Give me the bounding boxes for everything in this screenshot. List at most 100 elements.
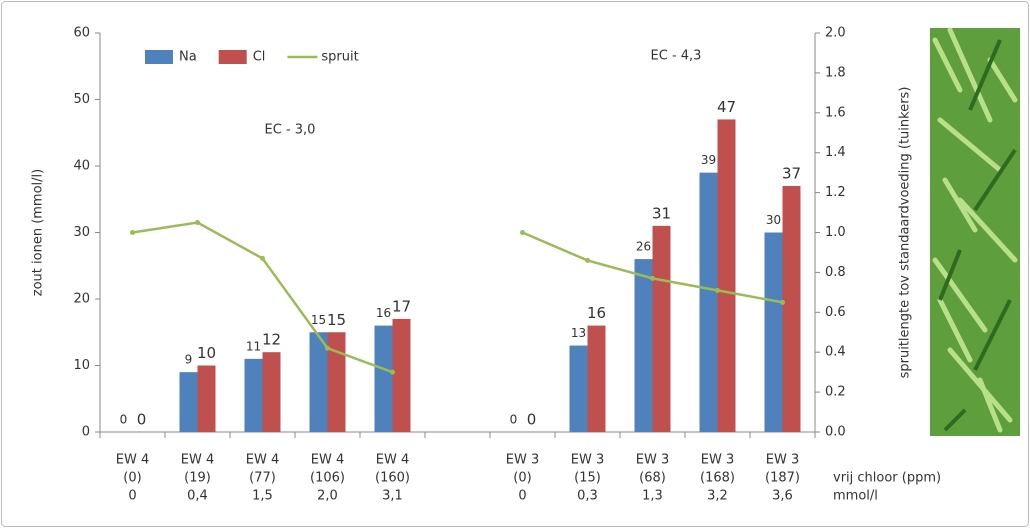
- x-tick-label: 3,6: [772, 489, 793, 504]
- y2-axis-title: spruitlengte tov standaardvoeding (tuink…: [898, 87, 913, 379]
- data-label: 11: [246, 339, 261, 353]
- bar: [392, 318, 411, 432]
- data-label: 47: [717, 98, 736, 116]
- y-tick-label: 50: [73, 92, 90, 107]
- annotation: EC - 3,0: [265, 123, 316, 138]
- y2-tick-label: 1.8: [825, 65, 846, 80]
- legend-swatch: [145, 50, 173, 64]
- annotation: EC - 4,3: [651, 49, 702, 64]
- y-tick-label: 30: [73, 225, 90, 240]
- data-label: 0: [137, 411, 147, 429]
- x-tick-label: 0: [518, 489, 526, 504]
- bar: [652, 225, 671, 432]
- legend-label: spruit: [321, 50, 358, 65]
- bar: [244, 358, 263, 432]
- x-tick-label: 2,0: [317, 489, 338, 504]
- x-tick-label: EW 3: [636, 453, 669, 468]
- line-point: [390, 369, 395, 375]
- x-tick-label: EW 3: [506, 453, 539, 468]
- x-tick-label: EW 3: [766, 453, 799, 468]
- x-tick-label: (187): [765, 471, 800, 486]
- bar: [309, 332, 328, 432]
- y2-tick-label: 1.6: [825, 105, 846, 120]
- data-label: 0: [510, 413, 518, 427]
- x-tick-label: (77): [249, 471, 276, 486]
- y2-tick-label: 1.4: [825, 145, 846, 160]
- y2-tick-label: 1.0: [825, 225, 846, 240]
- line-point: [260, 255, 265, 261]
- x-tick-label: (168): [700, 471, 735, 486]
- data-label: 26: [636, 240, 651, 254]
- bar: [699, 172, 718, 432]
- data-label: 17: [392, 297, 411, 315]
- data-label: 13: [571, 326, 586, 340]
- x-tick-label: EW 4: [116, 453, 149, 468]
- x-tick-label: EW 4: [246, 453, 279, 468]
- x-tick-label: 0: [128, 489, 136, 504]
- y2-tick-label: 0.2: [825, 385, 846, 400]
- data-label: 39: [701, 153, 716, 167]
- bar: [179, 372, 198, 432]
- y2-tick-label: 0.8: [825, 265, 846, 280]
- data-label: 9: [185, 353, 193, 367]
- line-point: [780, 299, 785, 305]
- y2-tick-label: 1.2: [825, 185, 846, 200]
- y2-tick-label: 0.4: [825, 345, 846, 360]
- data-label: 15: [327, 311, 346, 329]
- y-tick-label: 10: [73, 358, 90, 373]
- x-tick-label: EW 3: [571, 453, 604, 468]
- line-point: [585, 257, 590, 263]
- y-tick-label: 40: [73, 159, 90, 174]
- bar: [262, 352, 281, 432]
- x-tick-label: 3,1: [382, 489, 403, 504]
- x-tick-label: EW 4: [376, 453, 409, 468]
- line-point: [520, 230, 525, 235]
- x-tick-label: EW 4: [311, 453, 344, 468]
- bar: [327, 332, 346, 432]
- x-tick-label: (15): [574, 471, 601, 486]
- legend-label: Cl: [253, 50, 266, 65]
- x-tick-label: (0): [513, 471, 531, 486]
- x-tick-label: (0): [123, 471, 141, 486]
- x-tick-label: 1,3: [642, 489, 663, 504]
- data-label: 10: [197, 344, 216, 362]
- x-axis-title: mmol/l: [833, 489, 878, 504]
- line-point: [130, 230, 135, 235]
- y-tick-label: 60: [73, 26, 90, 41]
- photo: [930, 27, 1020, 436]
- y2-tick-label: 0.6: [825, 305, 846, 320]
- bar: [717, 119, 736, 432]
- line-point: [195, 220, 200, 226]
- x-tick-label: EW 4: [181, 453, 214, 468]
- x-tick-label: EW 3: [701, 453, 734, 468]
- line-point: [650, 275, 655, 281]
- data-label: 15: [311, 313, 326, 327]
- data-label: 30: [766, 213, 781, 227]
- bar: [764, 232, 783, 432]
- x-tick-label: (68): [639, 471, 666, 486]
- bar: [782, 185, 801, 432]
- x-tick-label: (106): [310, 471, 345, 486]
- x-tick-label: (160): [375, 471, 410, 486]
- legend-swatch: [218, 50, 247, 64]
- y2-tick-label: 0.0: [825, 425, 846, 440]
- x-axis-title: vrij chloor (ppm): [833, 471, 941, 486]
- x-tick-label: 1,5: [252, 489, 273, 504]
- bar: [197, 365, 216, 432]
- data-label: 12: [262, 331, 281, 349]
- y2-tick-label: 2.0: [825, 26, 846, 41]
- data-label: 0: [527, 411, 537, 429]
- data-label: 16: [376, 306, 391, 320]
- bar: [374, 325, 393, 432]
- x-tick-label: 0,3: [577, 489, 598, 504]
- data-label: 16: [587, 304, 606, 322]
- data-label: 37: [782, 164, 801, 182]
- line-point: [325, 345, 330, 351]
- legend-label: Na: [179, 50, 197, 65]
- data-label: 0: [120, 413, 128, 427]
- y-tick-label: 0: [82, 425, 90, 440]
- y-axis-title: zout ionen (mmol/l): [31, 169, 46, 296]
- y-tick-label: 20: [73, 292, 90, 307]
